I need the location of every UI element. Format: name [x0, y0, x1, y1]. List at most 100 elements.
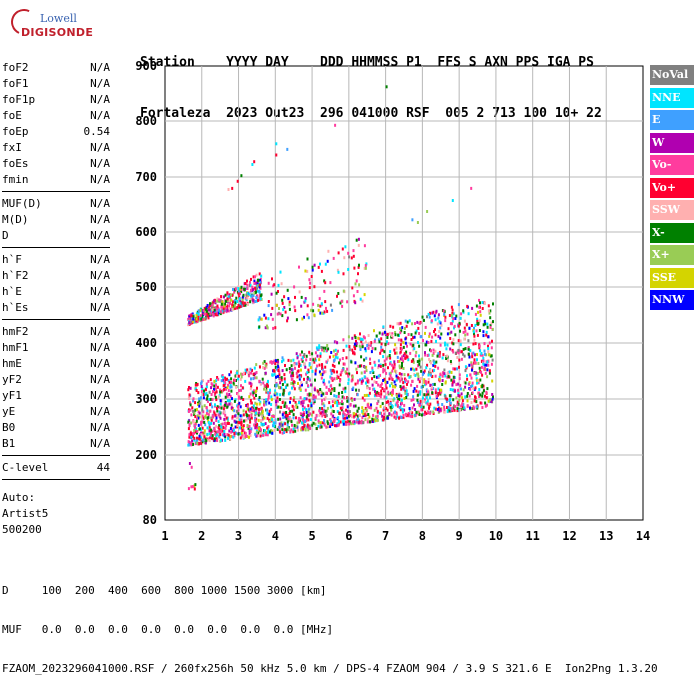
echo-point [353, 352, 356, 356]
x-tick-label: 13 [599, 529, 613, 543]
echo-point [420, 408, 423, 412]
divider [2, 247, 110, 248]
echo-point [276, 392, 279, 396]
echo-point [406, 382, 408, 386]
echo-point [208, 439, 211, 442]
echo-point [206, 426, 209, 430]
echo-point [336, 268, 339, 272]
echo-point [191, 432, 194, 436]
echo-point [478, 344, 481, 348]
echo-point [213, 308, 216, 312]
echo-point [304, 388, 307, 392]
echo-point [383, 377, 386, 381]
echo-point [262, 361, 265, 365]
param-group-critical-frequencies: foF2 N/A foF1 N/A foF1p N/A foE N/A foEp 0.54 fxI N… [2, 60, 110, 188]
echo-point [392, 325, 395, 329]
echo-point [387, 400, 389, 404]
echo-point [340, 401, 343, 405]
echo-point [220, 310, 223, 314]
echo-point [362, 409, 365, 412]
echo-point [468, 326, 471, 330]
echo-point [311, 369, 314, 373]
echo-point [401, 407, 404, 411]
param-name: M(D) [2, 213, 29, 226]
echo-point [230, 377, 233, 381]
echo-point [195, 383, 198, 387]
echo-point [282, 388, 285, 392]
echo-point [365, 356, 368, 360]
echo-point [389, 362, 391, 366]
echo-point [271, 418, 274, 422]
echo-point [232, 307, 235, 311]
echo-point [270, 395, 273, 399]
echo-point [451, 348, 454, 352]
echo-point [405, 396, 408, 399]
echo-point [215, 419, 218, 422]
echo-point [467, 352, 470, 356]
echo-point [269, 360, 272, 364]
echo-point [229, 394, 232, 398]
echo-point [286, 423, 289, 426]
echo-point [246, 414, 249, 417]
echo-point [204, 307, 207, 311]
echo-point [236, 405, 239, 409]
echo-point [366, 403, 369, 407]
echo-point [466, 394, 469, 398]
echo-point [249, 367, 252, 371]
echo-point [358, 337, 361, 341]
echo-point [445, 357, 448, 360]
echo-point [337, 376, 340, 379]
echo-point [304, 299, 307, 303]
echo-point [448, 370, 451, 374]
echo-point [248, 395, 251, 399]
echo-point [428, 394, 431, 398]
echo-point [355, 420, 358, 424]
echo-point [314, 395, 317, 399]
echo-point [229, 301, 231, 305]
echo-point [230, 293, 232, 297]
echo-point [480, 360, 483, 363]
echo-point [376, 418, 379, 422]
echo-point [188, 462, 191, 465]
echo-point [198, 434, 201, 438]
echo-point [381, 414, 384, 418]
echo-point [350, 256, 353, 260]
echo-point [240, 423, 243, 427]
echo-point [245, 293, 248, 297]
echo-point [439, 343, 442, 347]
echo-point [400, 375, 403, 379]
echo-point [409, 410, 412, 414]
y-tick-label: 700 [135, 170, 157, 184]
echo-point [217, 306, 219, 310]
echo-point [267, 394, 270, 398]
echo-point [298, 265, 300, 269]
echo-point [276, 396, 279, 400]
echo-point [404, 378, 407, 382]
echo-point [353, 334, 356, 338]
echo-point [322, 392, 325, 396]
echo-point [235, 296, 238, 300]
echo-point [478, 329, 481, 332]
echo-point [386, 355, 389, 359]
echo-point [254, 411, 257, 415]
echo-point [325, 414, 328, 418]
echo-point [238, 295, 241, 299]
echo-point [240, 426, 243, 430]
echo-point [432, 352, 435, 355]
echo-point [370, 406, 373, 410]
echo-point [228, 294, 231, 297]
echo-point [284, 422, 287, 426]
echo-point [239, 418, 241, 422]
echo-point [385, 340, 388, 344]
echo-point [446, 397, 448, 401]
echo-point [384, 342, 387, 346]
echo-point [439, 336, 442, 340]
echo-point [406, 320, 409, 324]
echo-point [324, 262, 327, 266]
echo-point [420, 405, 422, 409]
echo-point [333, 364, 336, 368]
echo-point [368, 420, 371, 424]
echo-point [427, 341, 430, 344]
echo-point [249, 399, 252, 402]
echo-point [351, 336, 354, 340]
